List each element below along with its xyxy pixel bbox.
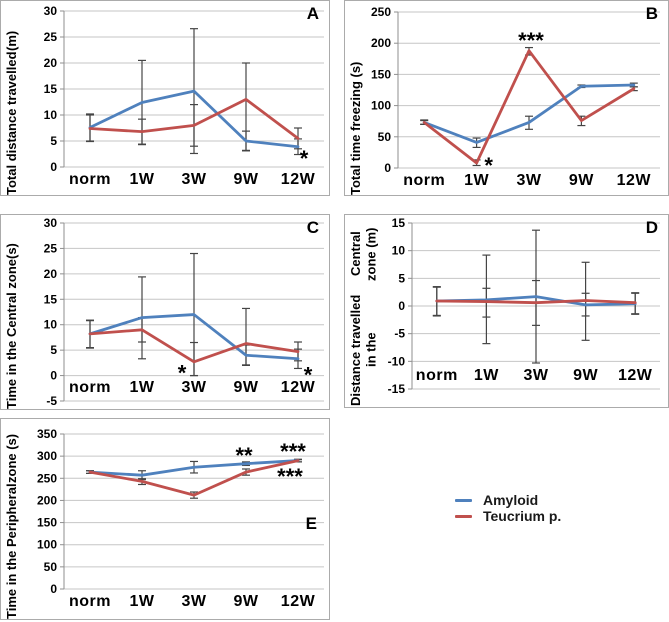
svg-text:20: 20 bbox=[44, 56, 58, 70]
svg-text:1W: 1W bbox=[464, 172, 489, 189]
svg-text:0: 0 bbox=[50, 369, 57, 383]
svg-text:50: 50 bbox=[378, 130, 392, 144]
svg-text:9W: 9W bbox=[234, 171, 259, 188]
svg-text:0: 0 bbox=[50, 582, 57, 596]
svg-text:15: 15 bbox=[44, 82, 58, 96]
svg-text:12W: 12W bbox=[618, 367, 653, 384]
panel-d: Distance travelled in the Central zone (… bbox=[344, 214, 669, 408]
panel-e: Time in the Peripheral zone (s) 0 50 100 15… bbox=[0, 418, 330, 620]
svg-text:1W: 1W bbox=[130, 171, 155, 188]
svg-text:-10: -10 bbox=[388, 354, 406, 368]
panel-a-plot: 0 5 10 15 20 25 30 norm 1W 3W 9W 12W* bbox=[44, 4, 324, 188]
svg-text:norm: norm bbox=[69, 593, 111, 610]
panel-b-letter: B bbox=[645, 4, 658, 23]
svg-text:30: 30 bbox=[44, 216, 58, 230]
svg-text:*: * bbox=[484, 153, 493, 178]
svg-text:100: 100 bbox=[37, 538, 57, 552]
svg-text:*: * bbox=[304, 363, 313, 388]
panel-c: Time in the Central zone (s) -5 0 5 10 15 20 2… bbox=[0, 214, 330, 410]
svg-text:12W: 12W bbox=[281, 171, 316, 188]
svg-text:***: *** bbox=[280, 439, 306, 464]
svg-text:3W: 3W bbox=[182, 171, 207, 188]
svg-text:250: 250 bbox=[371, 5, 391, 19]
svg-text:***: *** bbox=[277, 464, 303, 489]
svg-text:9W: 9W bbox=[573, 367, 598, 384]
panel-e-letter: E bbox=[305, 514, 317, 533]
svg-text:3W: 3W bbox=[182, 593, 207, 610]
svg-text:1W: 1W bbox=[130, 379, 155, 396]
svg-text:5: 5 bbox=[50, 134, 57, 148]
svg-text:3W: 3W bbox=[182, 379, 207, 396]
svg-text:9W: 9W bbox=[234, 379, 259, 396]
svg-text:12W: 12W bbox=[281, 379, 316, 396]
legend-label-teucrium: Teucrium p. bbox=[483, 508, 562, 524]
svg-text:norm: norm bbox=[416, 367, 458, 384]
legend-item-amyloid: Amyloid bbox=[455, 492, 561, 508]
svg-text:0: 0 bbox=[50, 160, 57, 174]
legend: Amyloid Teucrium p. bbox=[455, 492, 561, 524]
svg-text:norm: norm bbox=[69, 379, 111, 396]
svg-text:1W: 1W bbox=[474, 367, 499, 384]
legend-label-amyloid: Amyloid bbox=[483, 492, 539, 508]
svg-text:350: 350 bbox=[37, 427, 57, 441]
panel-b: Total time freezing (s) 0 50 100 150 200 250 n… bbox=[344, 0, 669, 196]
legend-item-teucrium: Teucrium p. bbox=[455, 508, 561, 524]
svg-text:10: 10 bbox=[44, 318, 58, 332]
svg-text:-15: -15 bbox=[388, 382, 406, 396]
panel-d-letter: D bbox=[645, 218, 658, 237]
svg-text:12W: 12W bbox=[617, 172, 652, 189]
svg-text:200: 200 bbox=[37, 493, 57, 507]
svg-text:0: 0 bbox=[398, 299, 405, 313]
svg-text:5: 5 bbox=[398, 271, 405, 285]
svg-text:***: *** bbox=[518, 28, 544, 53]
svg-text:**: ** bbox=[235, 443, 253, 468]
svg-text:150: 150 bbox=[371, 67, 391, 81]
svg-text:3W: 3W bbox=[524, 367, 549, 384]
svg-text:20: 20 bbox=[44, 267, 58, 281]
svg-text:3W: 3W bbox=[517, 172, 542, 189]
svg-text:100: 100 bbox=[371, 99, 391, 113]
svg-text:10: 10 bbox=[44, 108, 58, 122]
svg-text:12W: 12W bbox=[281, 593, 316, 610]
svg-text:-5: -5 bbox=[46, 394, 57, 408]
svg-text:5: 5 bbox=[50, 343, 57, 357]
svg-text:norm: norm bbox=[403, 172, 445, 189]
svg-text:50: 50 bbox=[44, 560, 58, 574]
svg-text:30: 30 bbox=[44, 4, 58, 18]
panel-c-letter: C bbox=[306, 218, 319, 237]
svg-text:200: 200 bbox=[371, 36, 391, 50]
svg-text:9W: 9W bbox=[569, 172, 594, 189]
amyloid-line-swatch-icon bbox=[455, 498, 472, 502]
panel-a-letter: A bbox=[306, 4, 319, 23]
svg-text:150: 150 bbox=[37, 516, 57, 530]
teucrium-line-swatch-icon bbox=[455, 514, 472, 518]
svg-text:-5: -5 bbox=[394, 327, 405, 341]
svg-text:*: * bbox=[178, 360, 187, 385]
svg-text:25: 25 bbox=[44, 30, 58, 44]
panel-d-plot: -15 -10 -5 0 5 10 15 norm 1W 3W 9W 12W bbox=[388, 216, 660, 396]
svg-text:*: * bbox=[300, 146, 309, 171]
svg-text:1W: 1W bbox=[130, 593, 155, 610]
svg-text:norm: norm bbox=[69, 171, 111, 188]
svg-text:15: 15 bbox=[392, 216, 406, 230]
svg-text:300: 300 bbox=[37, 449, 57, 463]
svg-text:250: 250 bbox=[37, 471, 57, 485]
svg-text:10: 10 bbox=[392, 244, 406, 258]
svg-text:9W: 9W bbox=[234, 593, 259, 610]
panel-a: Total distance travelled (m) 0 5 10 15 20 25 3… bbox=[0, 0, 330, 196]
svg-text:15: 15 bbox=[44, 292, 58, 306]
svg-text:25: 25 bbox=[44, 241, 58, 255]
svg-text:0: 0 bbox=[384, 161, 391, 175]
